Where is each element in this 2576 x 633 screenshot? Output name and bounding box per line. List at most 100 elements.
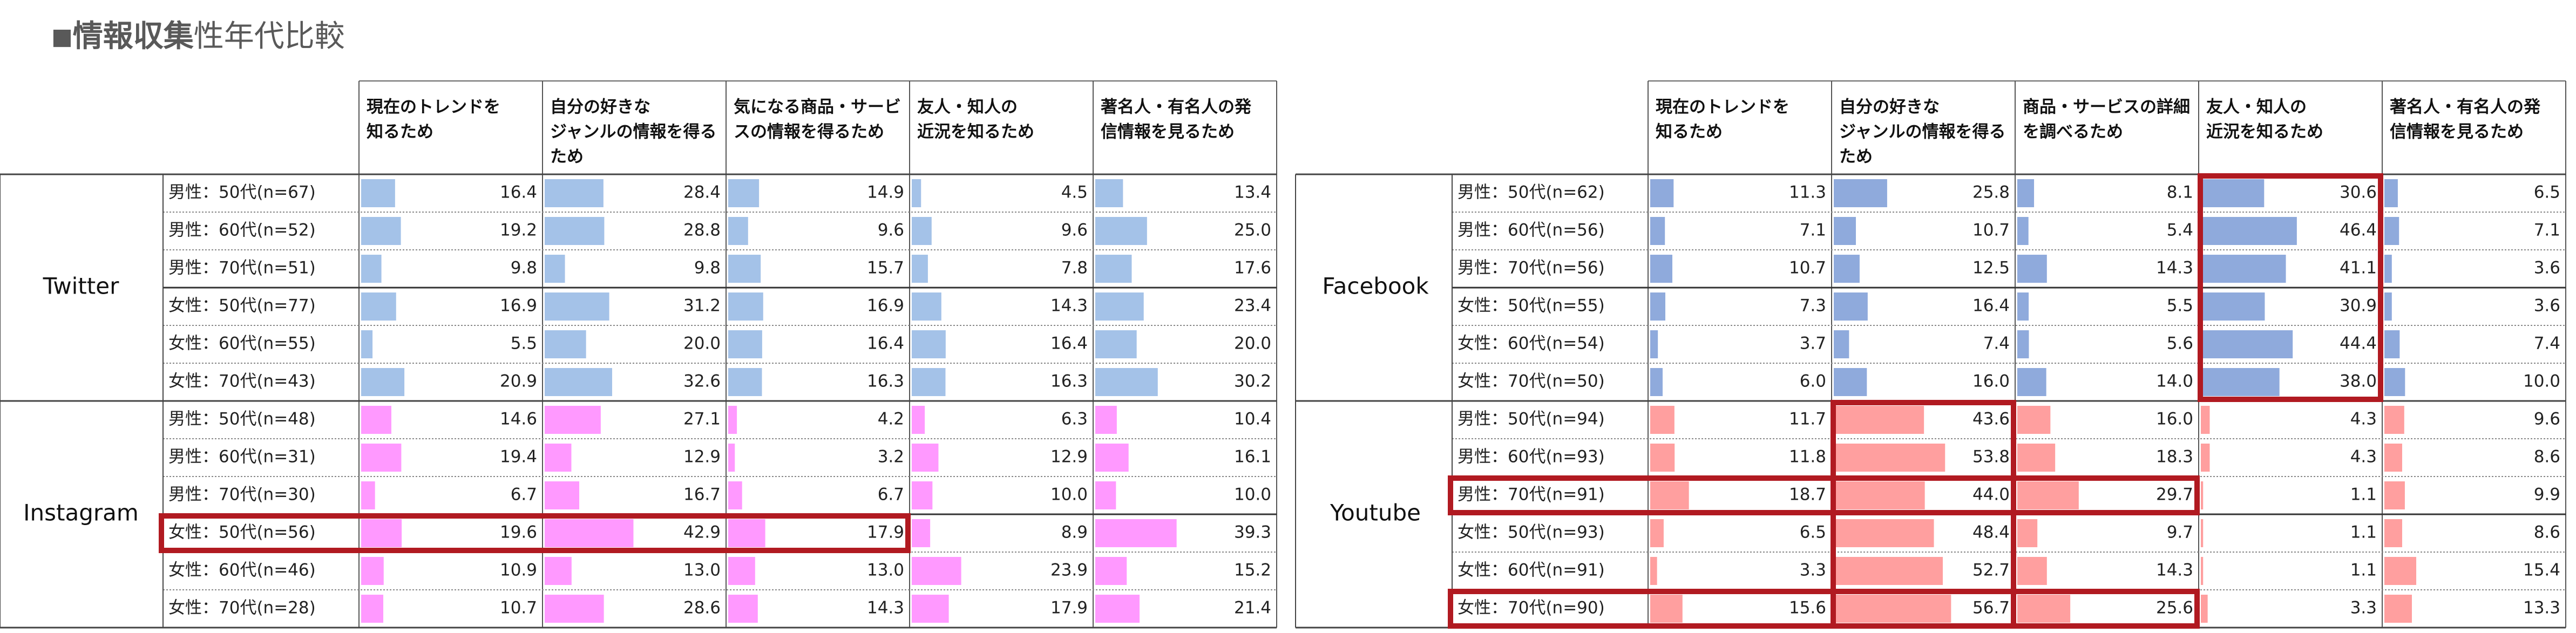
data-bar	[545, 179, 604, 207]
data-bar	[1834, 444, 1945, 472]
segment-label: 男性：50代(n=48)	[168, 410, 316, 429]
data-value: 30.2	[1234, 372, 1271, 391]
data-bar	[2017, 179, 2035, 207]
data-bar	[1834, 292, 1868, 321]
data-bar	[545, 481, 580, 509]
data-bar	[545, 368, 612, 396]
data-value: 6.5	[2534, 183, 2560, 202]
data-value: 18.7	[1789, 485, 1826, 505]
column-header-2: スの情報を得るため	[734, 122, 884, 142]
data-value: 38.0	[2340, 372, 2377, 391]
data-value: 16.9	[867, 296, 904, 316]
segment-label: 女性：70代(n=28)	[168, 598, 316, 618]
data-bar	[1095, 595, 1140, 623]
data-value: 9.7	[2167, 523, 2193, 542]
data-value: 16.4	[1050, 334, 1088, 353]
data-bar	[361, 292, 396, 321]
data-value: 44.0	[1972, 485, 2010, 505]
data-bar	[361, 368, 405, 396]
data-value: 7.4	[2534, 334, 2560, 353]
data-value: 10.7	[500, 598, 537, 618]
data-bar	[2017, 217, 2029, 245]
data-bar	[2201, 519, 2204, 547]
data-bar	[545, 406, 601, 434]
data-bar	[361, 519, 402, 547]
column-header-2: 商品・サービスの詳細	[2023, 98, 2190, 117]
data-value: 13.3	[2523, 598, 2560, 618]
data-bar	[1650, 557, 1657, 585]
segment-label: 男性：60代(n=93)	[1458, 447, 1605, 467]
column-header-1: 自分の好きな	[1839, 98, 1940, 117]
column-header-4: 信情報を見るため	[1101, 122, 1235, 142]
highlight-box	[1448, 589, 2200, 629]
data-bar	[361, 444, 402, 472]
column-header-0: 知るため	[1656, 122, 1723, 142]
data-bar	[912, 255, 928, 283]
data-value: 25.0	[1234, 221, 1271, 240]
data-value: 9.6	[1061, 221, 1088, 240]
data-value: 10.0	[1050, 485, 1088, 505]
data-value: 30.6	[2340, 183, 2377, 202]
data-value: 10.7	[1789, 258, 1826, 278]
data-value: 18.3	[2156, 447, 2193, 467]
platform-label: Facebook	[1322, 273, 1429, 300]
data-value: 39.3	[1234, 523, 1271, 542]
data-value: 27.1	[683, 410, 721, 429]
column-header-2: 気になる商品・サービ	[734, 98, 901, 117]
data-bar	[728, 292, 763, 321]
column-header-0: 現在のトレンドを	[1656, 98, 1789, 117]
data-value: 16.4	[867, 334, 904, 353]
data-bar	[912, 444, 939, 472]
data-bar	[2384, 444, 2402, 472]
segment-label: 男性：50代(n=67)	[168, 183, 316, 202]
column-header-2: を調べるため	[2023, 122, 2123, 142]
data-value: 13.0	[867, 561, 904, 580]
data-bar	[1834, 519, 1934, 547]
data-bar	[728, 557, 755, 585]
data-value: 9.8	[511, 258, 537, 278]
data-bar	[1095, 406, 1117, 434]
data-value: 13.0	[683, 561, 721, 580]
data-bar	[361, 406, 391, 434]
data-value: 9.6	[2534, 410, 2560, 429]
data-bar	[1650, 179, 1674, 207]
data-bar	[1650, 595, 1683, 623]
data-value: 14.0	[2156, 372, 2193, 391]
data-bar	[1650, 519, 1664, 547]
segment-label: 男性：70代(n=30)	[168, 485, 316, 505]
data-bar	[912, 292, 941, 321]
data-value: 14.3	[2156, 258, 2193, 278]
data-value: 1.1	[2350, 523, 2377, 542]
data-bar	[361, 217, 401, 245]
data-bar	[2384, 406, 2404, 434]
data-value: 6.0	[1800, 372, 1826, 391]
data-value: 11.8	[1789, 447, 1826, 467]
data-bar	[2384, 330, 2400, 358]
data-bar	[1095, 368, 1158, 396]
data-bar	[912, 595, 949, 623]
data-bar	[1095, 292, 1144, 321]
data-bar	[728, 444, 735, 472]
title-marker: ■	[51, 23, 73, 50]
data-bar	[2201, 330, 2293, 358]
data-bar	[1095, 179, 1123, 207]
data-bar	[2201, 444, 2210, 472]
data-bar	[2384, 481, 2405, 509]
data-bar	[1834, 595, 1951, 623]
segment-label: 女性：50代(n=55)	[1458, 296, 1605, 316]
data-bar	[2017, 255, 2047, 283]
data-value: 16.3	[1050, 372, 1088, 391]
segment-label: 女性：60代(n=55)	[168, 334, 316, 353]
title-rest-part: 性年代比較	[193, 19, 345, 54]
column-header-1: ジャンルの情報を得る	[550, 122, 716, 142]
platform-label: Twitter	[43, 273, 119, 300]
data-bar	[2201, 406, 2210, 434]
segment-label: 男性：50代(n=62)	[1458, 183, 1605, 202]
data-value: 1.1	[2350, 485, 2377, 505]
data-value: 7.1	[2534, 221, 2560, 240]
data-bar	[545, 330, 586, 358]
data-bar	[2384, 519, 2402, 547]
highlight-box	[159, 513, 911, 553]
